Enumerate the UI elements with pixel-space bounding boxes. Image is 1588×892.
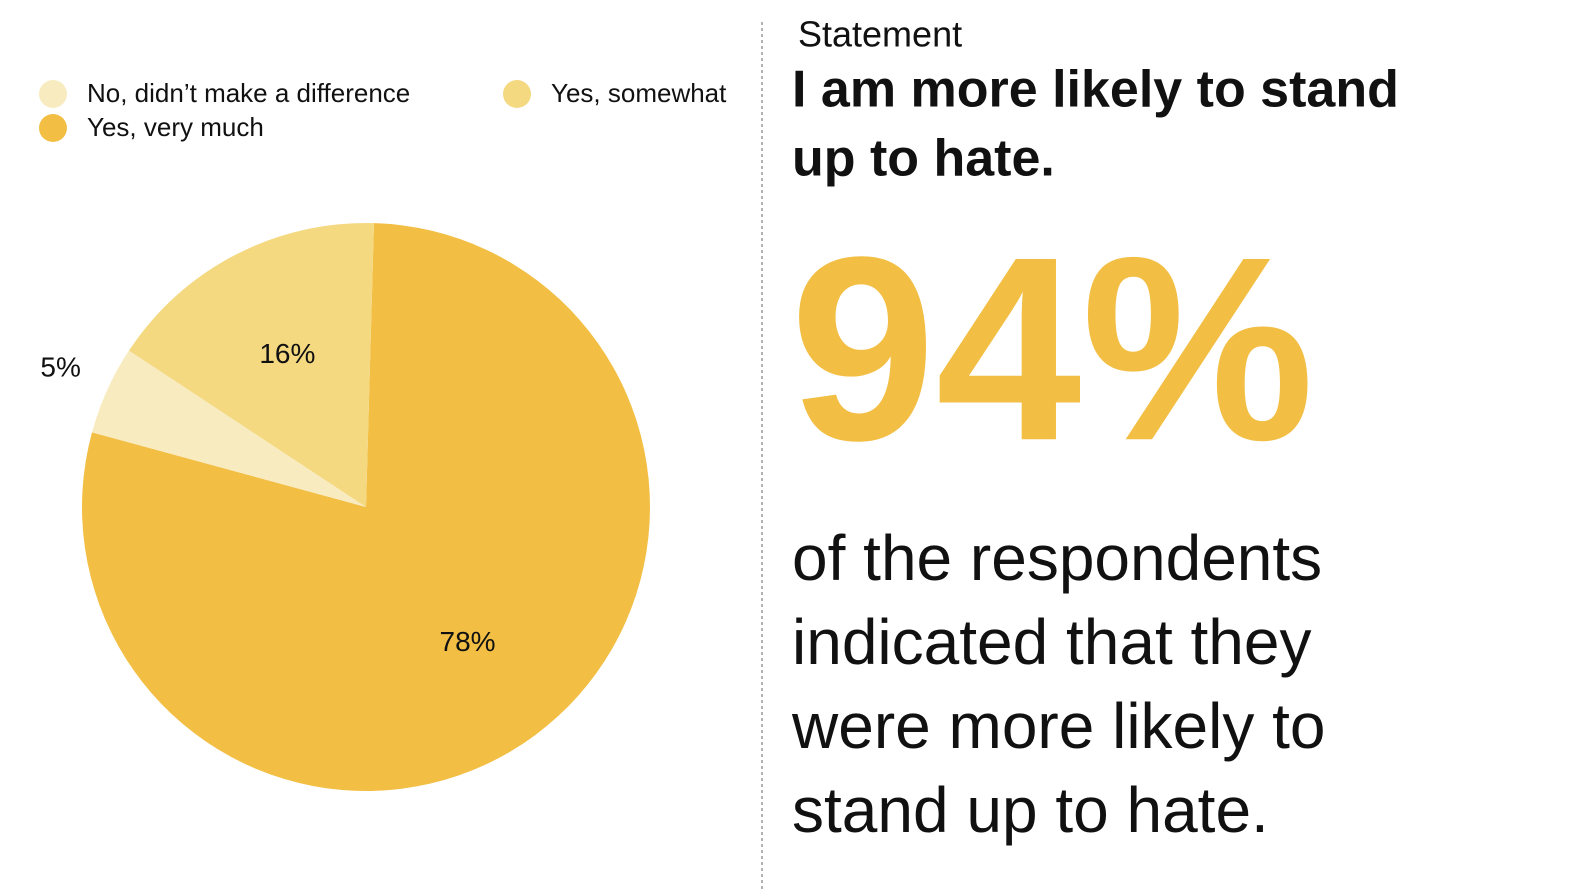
big-figure: 94%: [790, 202, 1314, 495]
body-text: were more likely to: [791, 690, 1326, 762]
data-label: 78%: [440, 626, 496, 657]
body-text: of the respondents: [792, 522, 1322, 594]
pie-slice: [81, 223, 650, 791]
body-text: indicated that they: [792, 606, 1311, 678]
pie-slice: [91, 350, 366, 507]
data-label: 16%: [259, 338, 315, 369]
legend-swatch: [503, 80, 531, 108]
headline: I am more likely to stand: [792, 61, 1399, 119]
statement-label: Statement: [798, 14, 962, 55]
body-text: stand up to hate.: [792, 774, 1269, 846]
headline: up to hate.: [792, 130, 1055, 188]
pie-slice: [128, 223, 374, 508]
legend-swatch: [39, 80, 67, 108]
legend-swatch: [39, 114, 67, 142]
data-label: 5%: [40, 351, 80, 382]
legend-label: Yes, very much: [87, 112, 264, 142]
legend-label: No, didn’t make a difference: [87, 78, 410, 108]
legend-label: Yes, somewhat: [551, 78, 727, 108]
